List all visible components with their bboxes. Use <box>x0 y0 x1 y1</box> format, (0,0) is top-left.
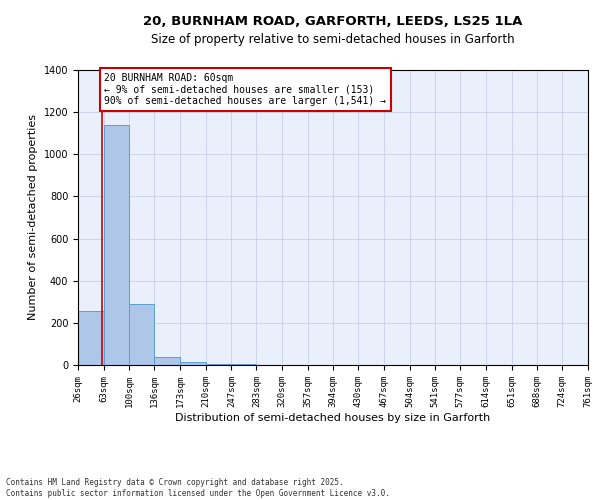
Bar <box>180 362 206 365</box>
Bar <box>154 356 180 365</box>
Text: 20, BURNHAM ROAD, GARFORTH, LEEDS, LS25 1LA: 20, BURNHAM ROAD, GARFORTH, LEEDS, LS25 … <box>143 15 523 28</box>
X-axis label: Distribution of semi-detached houses by size in Garforth: Distribution of semi-detached houses by … <box>175 412 491 422</box>
Text: 20 BURNHAM ROAD: 60sqm
← 9% of semi-detached houses are smaller (153)
90% of sem: 20 BURNHAM ROAD: 60sqm ← 9% of semi-deta… <box>104 73 386 106</box>
Text: Contains HM Land Registry data © Crown copyright and database right 2025.
Contai: Contains HM Land Registry data © Crown c… <box>6 478 390 498</box>
Bar <box>130 304 154 365</box>
Bar <box>232 364 256 365</box>
Bar <box>104 125 130 365</box>
Text: Size of property relative to semi-detached houses in Garforth: Size of property relative to semi-detach… <box>151 32 515 46</box>
Y-axis label: Number of semi-detached properties: Number of semi-detached properties <box>28 114 38 320</box>
Bar <box>78 312 104 365</box>
Bar <box>206 364 232 365</box>
